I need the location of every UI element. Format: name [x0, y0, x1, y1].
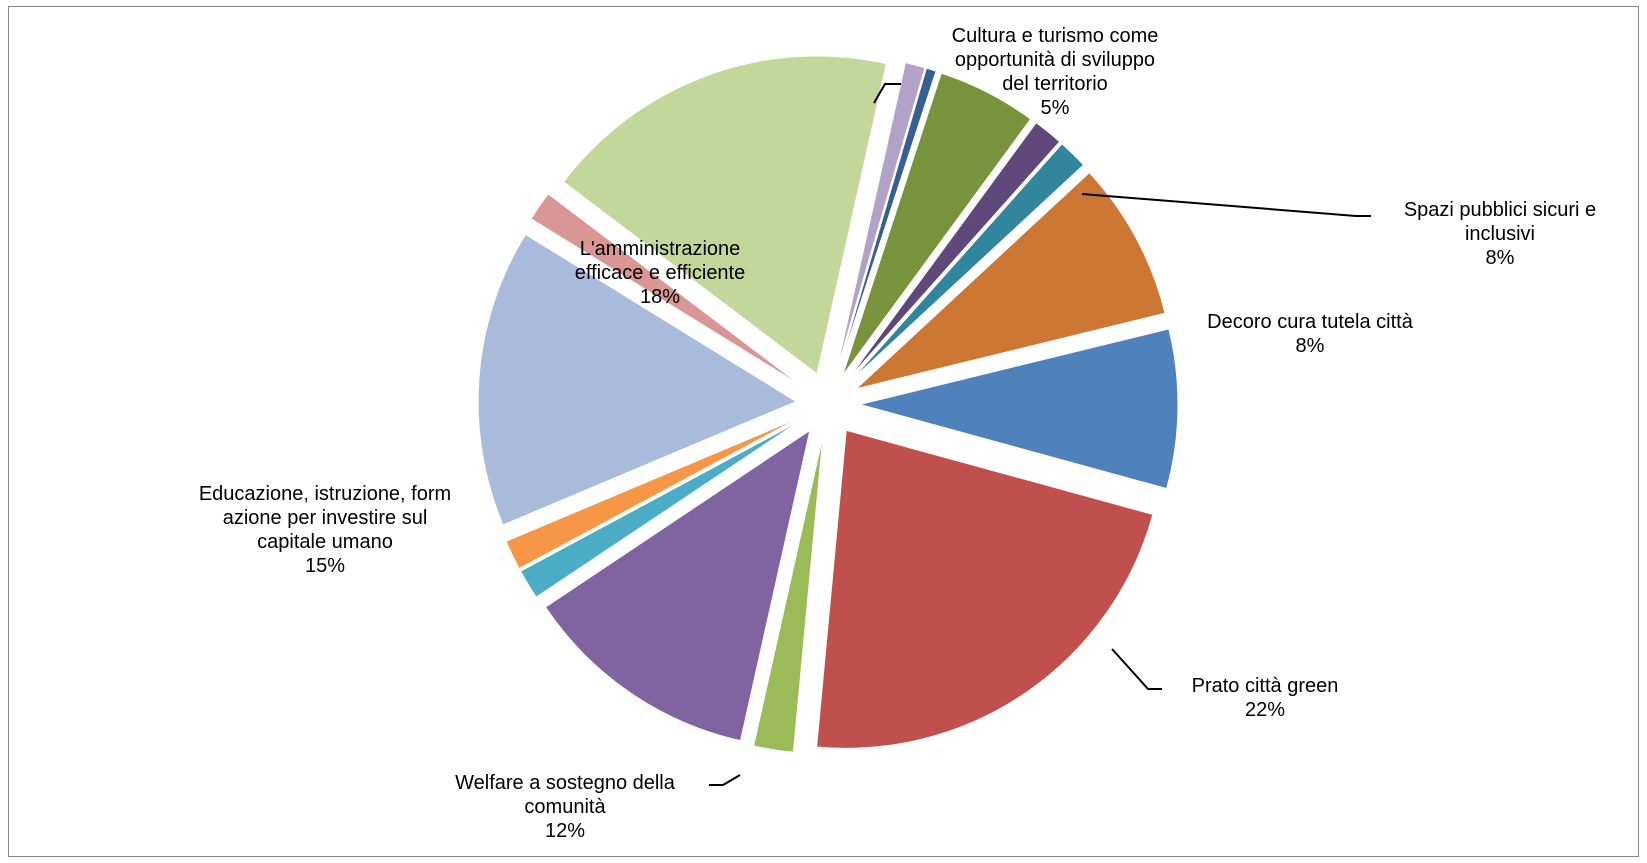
pie-slice-8 — [562, 55, 888, 375]
data-label-prato: Prato città green 22% — [1150, 674, 1380, 722]
pie-slice-6 — [477, 233, 798, 526]
label-text: Prato città green — [1191, 675, 1339, 697]
pie-slice-4 — [519, 420, 801, 598]
label-text: inclusivi — [1464, 223, 1536, 245]
label-percent: 18% — [639, 286, 681, 308]
label-text: Cultura e turismo come — [951, 25, 1159, 47]
data-label-cultura: Cultura e turismo come opportunità di sv… — [905, 24, 1205, 120]
leader-line-spazi — [1081, 193, 1371, 217]
pie-slice-5 — [505, 417, 800, 570]
pie-slice-2 — [752, 435, 824, 753]
pie-slice-0 — [858, 328, 1179, 490]
label-text: Spazi pubblici sicuri e — [1403, 199, 1597, 221]
label-text: azione per investire sul — [222, 507, 428, 529]
label-text: comunità — [524, 796, 606, 818]
label-text: L'amministrazione — [579, 238, 741, 260]
pie-slice-1 — [816, 429, 1154, 749]
leader-line-cultura — [873, 83, 901, 104]
data-label-welfare: Welfare a sostegno della comunità 12% — [420, 771, 710, 843]
data-label-educazione: Educazione, istruzione, form azione per … — [170, 482, 480, 578]
pie-slice-13 — [850, 143, 1085, 382]
label-text: efficace e efficiente — [574, 262, 746, 284]
label-text: Decoro cura tutela città — [1207, 311, 1413, 333]
leader-lines — [709, 83, 1371, 786]
pie-slice-10 — [836, 67, 937, 374]
data-label-decoro: Decoro cura tutela città 8% — [1160, 310, 1460, 358]
leader-line-prato — [1111, 648, 1162, 690]
pie-slice-14 — [854, 171, 1166, 390]
data-label-spazi: Spazi pubblici sicuri e inclusivi 8% — [1370, 198, 1630, 270]
label-text: capitale umano — [257, 531, 393, 553]
label-percent: 8% — [1295, 335, 1325, 357]
pie-slice-7 — [530, 193, 802, 387]
label-text: del territorio — [1002, 73, 1108, 95]
pie-slice-3 — [544, 429, 811, 742]
pie-slices — [477, 55, 1179, 753]
data-label-amministrazione: L'amministrazione efficace e efficiente … — [540, 237, 780, 309]
label-percent: 8% — [1485, 247, 1515, 269]
label-percent: 12% — [544, 820, 586, 842]
label-percent: 22% — [1244, 699, 1286, 721]
label-text: Educazione, istruzione, form — [198, 483, 452, 505]
leader-line-welfare — [709, 774, 741, 786]
pie-slice-9 — [835, 62, 926, 374]
label-percent: 5% — [1040, 97, 1070, 119]
pie-slice-11 — [842, 72, 1032, 376]
pie-slice-12 — [847, 121, 1061, 380]
label-percent: 15% — [304, 555, 346, 577]
label-text: Welfare a sostegno della — [455, 772, 675, 794]
label-text: opportunità di sviluppo — [954, 49, 1156, 71]
